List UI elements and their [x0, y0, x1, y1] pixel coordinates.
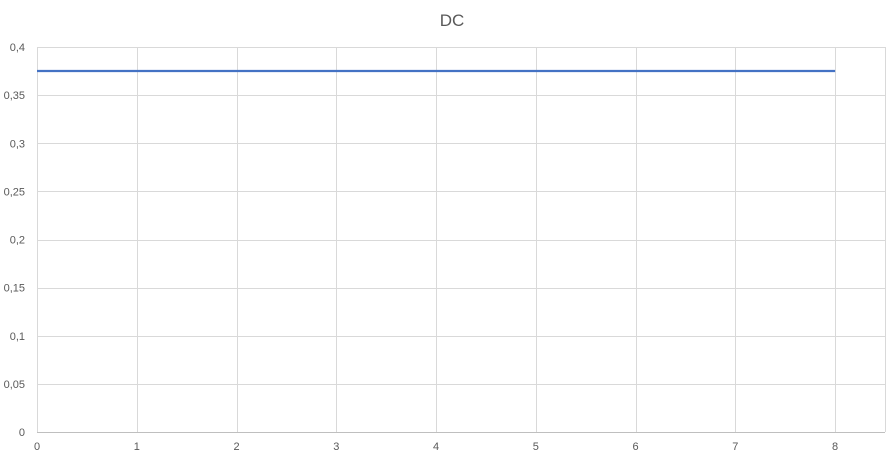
y-tick-label: 0,1: [10, 331, 25, 343]
x-tick-label: 4: [433, 441, 439, 453]
y-tick-label: 0,05: [4, 379, 25, 391]
vertical-gridlines: [37, 47, 886, 432]
x-tick-label: 2: [233, 441, 239, 453]
x-tick-label: 8: [832, 441, 838, 453]
x-tick-label: 5: [533, 441, 539, 453]
x-tick-label: 3: [333, 441, 339, 453]
y-tick-label: 0,3: [10, 138, 25, 150]
y-tick-label: 0,15: [4, 283, 25, 295]
x-tick-label: 0: [34, 441, 40, 453]
x-tick-label: 1: [134, 441, 140, 453]
y-axis-tick-labels: 0 0,05 0,1 0,15 0,2 0,25 0,3 0,35 0,4: [4, 42, 25, 439]
y-tick-label: 0,25: [4, 186, 25, 198]
y-tick-label: 0,35: [4, 90, 25, 102]
chart-title: DC: [440, 11, 465, 30]
x-axis-tick-labels: 0 1 2 3 4 5 6 7 8: [34, 441, 838, 453]
x-tick-label: 6: [633, 441, 639, 453]
horizontal-gridlines: [37, 47, 885, 385]
y-tick-label: 0,2: [10, 235, 25, 247]
y-tick-label: 0,4: [10, 42, 25, 54]
y-tick-label: 0: [19, 427, 25, 439]
x-tick-label: 7: [732, 441, 738, 453]
